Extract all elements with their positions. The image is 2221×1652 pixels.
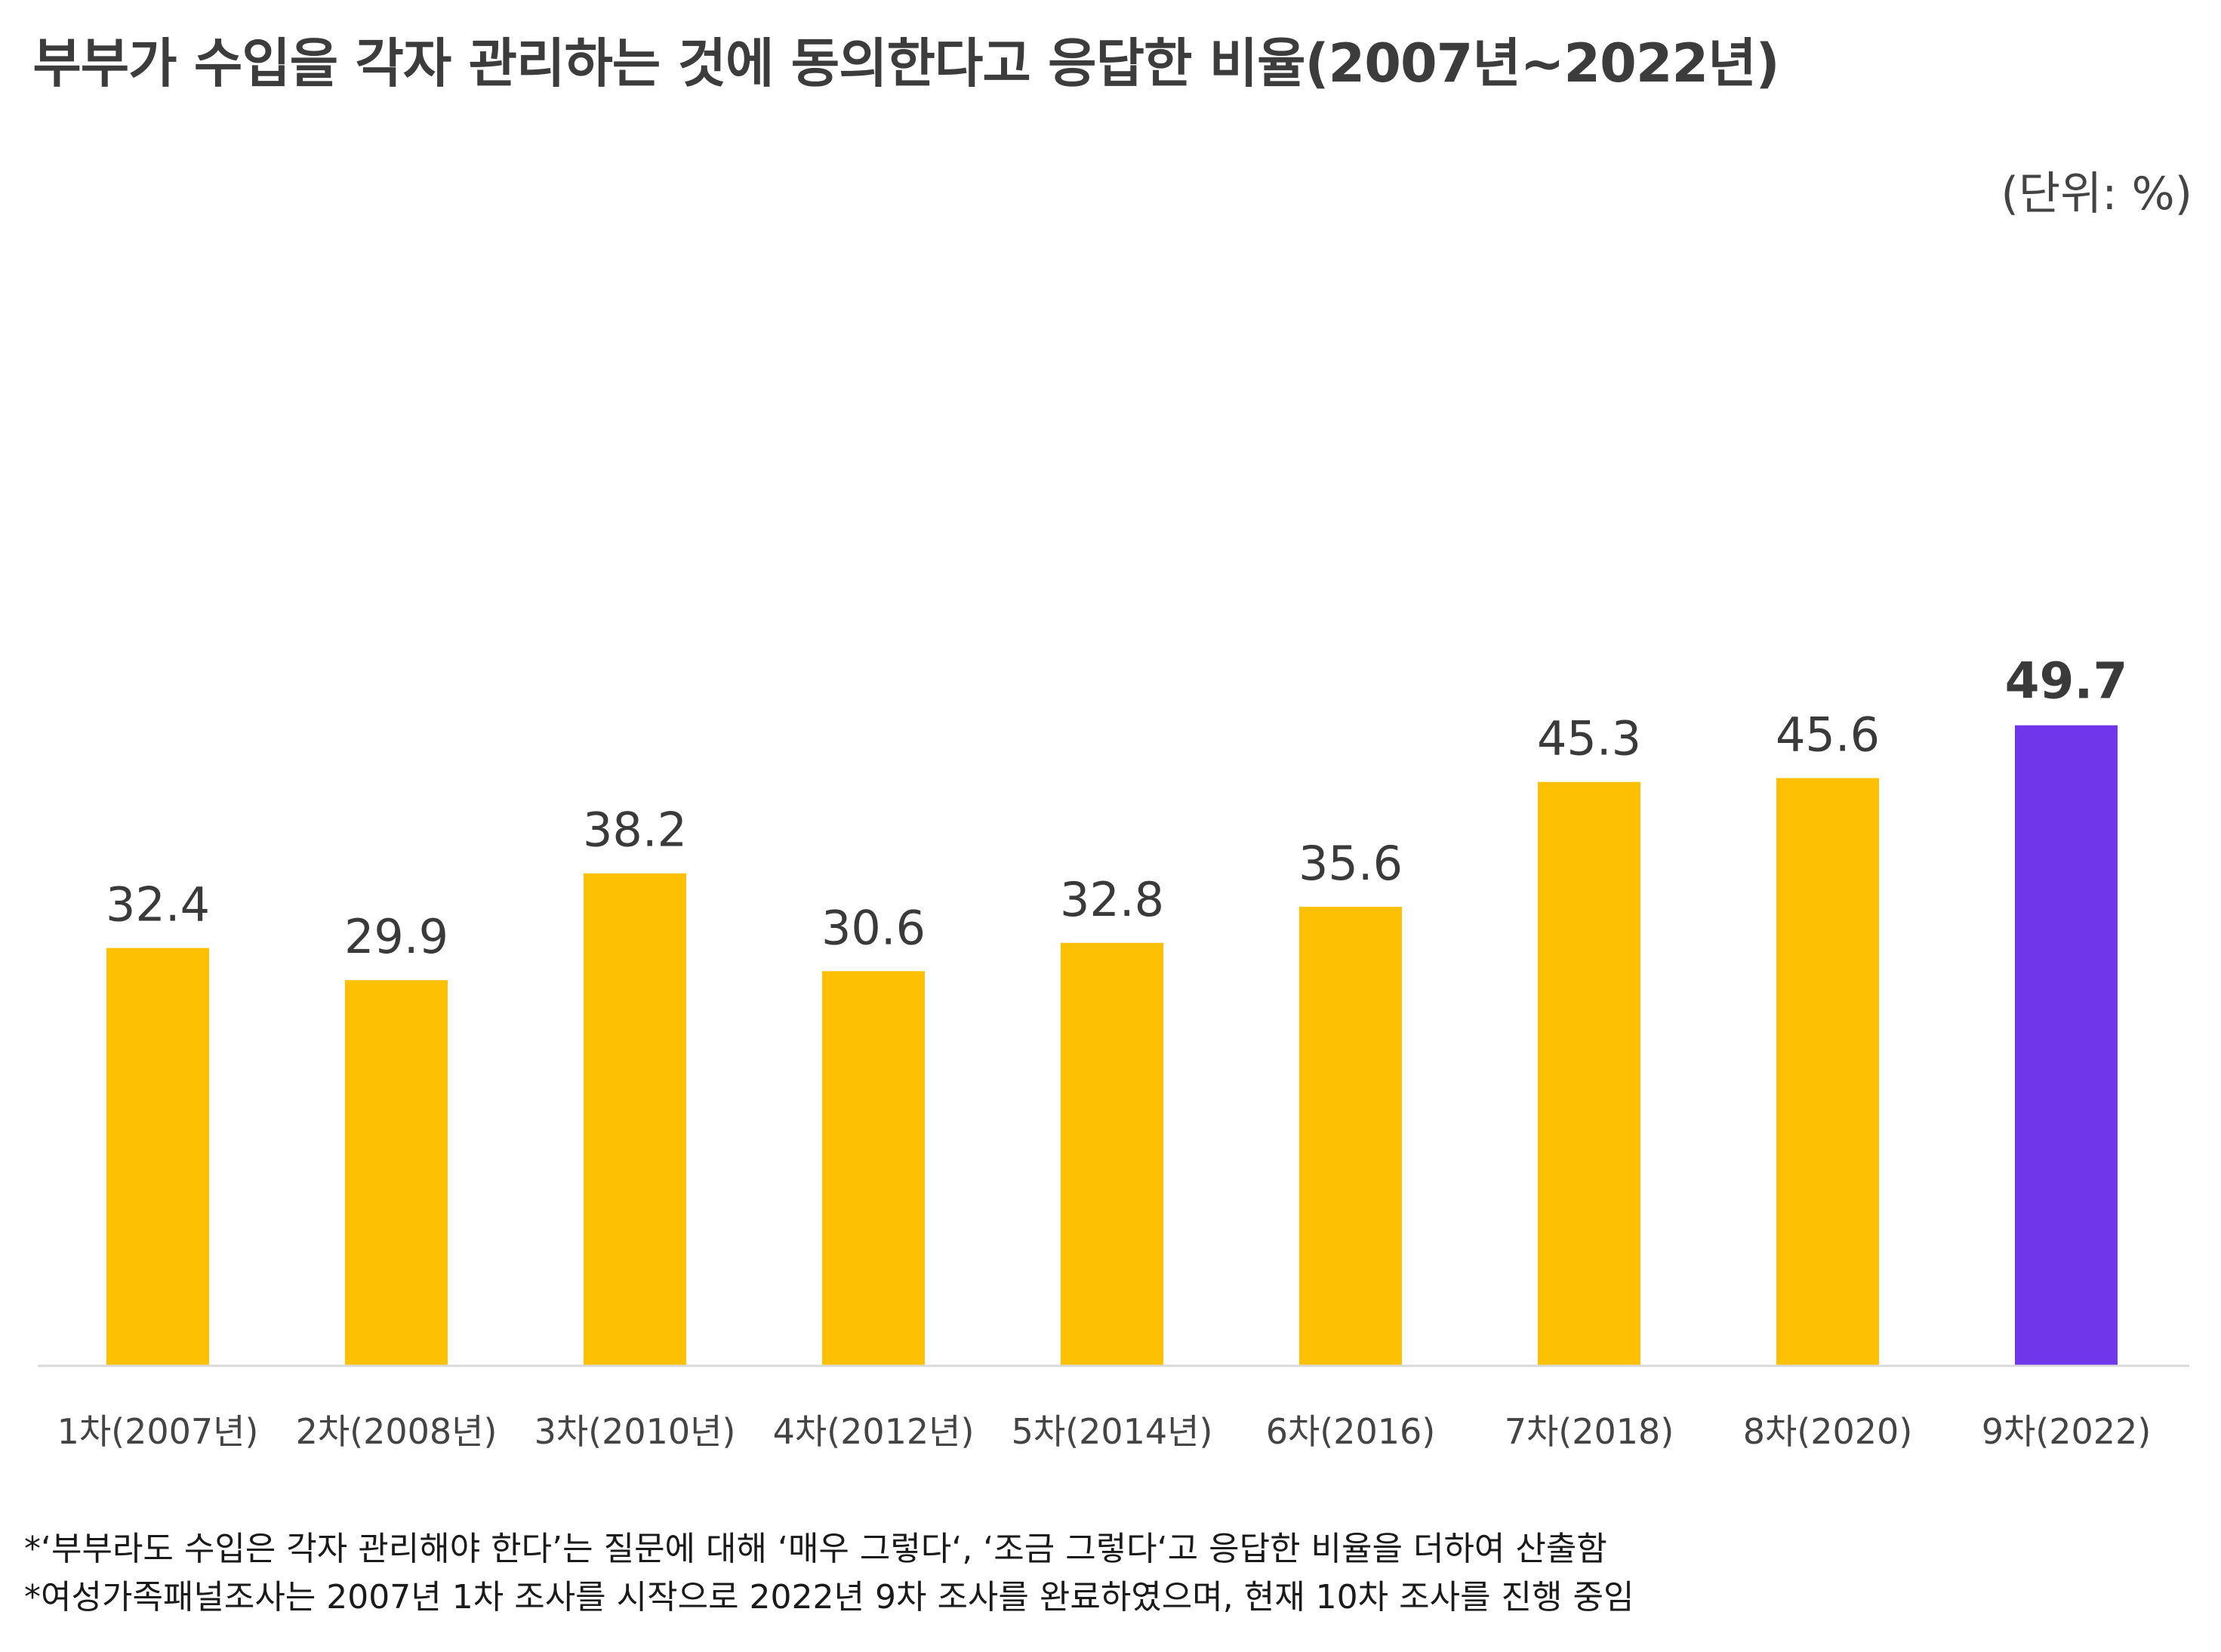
data-label-6: 35.6 xyxy=(1298,836,1403,891)
x-tick-label-5: 5차(2014년) xyxy=(1012,1411,1213,1452)
x-tick-label-6: 6차(2016) xyxy=(1266,1411,1436,1452)
bar-6 xyxy=(1299,907,1402,1365)
footnote-2: *여성가족패널조사는 2007년 1차 조사를 시작으로 2022년 9차 조사… xyxy=(24,1578,1634,1617)
footnotes: *‘부부라도 수입은 각자 관리해야 한다’는 질문에 대해 ‘매우 그렇다‘,… xyxy=(24,1525,1634,1622)
bar-7 xyxy=(1538,781,1640,1365)
data-label-5: 32.8 xyxy=(1060,872,1164,927)
x-tick-label-4: 4차(2012년) xyxy=(773,1411,975,1452)
bar-8 xyxy=(1776,778,1879,1365)
data-label-1: 32.4 xyxy=(106,877,210,932)
data-label-8: 45.6 xyxy=(1776,707,1880,763)
x-tick-label-1: 1차(2007년) xyxy=(57,1411,259,1452)
data-label-2: 29.9 xyxy=(344,909,448,964)
bar-chart: 32.4 1차(2007년) 29.9 2차(2008년) 38.2 3차(2010년) 3… xyxy=(38,652,2189,1452)
bar-3 xyxy=(584,873,686,1365)
bar-2 xyxy=(345,980,448,1365)
bar-4 xyxy=(822,971,925,1365)
x-tick-label-9: 9차(2022) xyxy=(1982,1411,2152,1452)
bar-1 xyxy=(106,948,209,1365)
x-tick-label-8: 8차(2020) xyxy=(1743,1411,1913,1452)
data-label-9: 49.7 xyxy=(2005,652,2128,710)
footnote-1: *‘부부라도 수입은 각자 관리해야 한다’는 질문에 대해 ‘매우 그렇다‘,… xyxy=(24,1530,1607,1568)
bar-5 xyxy=(1061,942,1163,1365)
unit-label: (단위: %) xyxy=(2001,168,2192,220)
bar-9 xyxy=(2015,725,2118,1365)
x-tick-label-3: 3차(2010년) xyxy=(534,1411,736,1452)
chart-title: 부부가 수입을 각자 관리하는 것에 동의한다고 응답한 비율(2007년~20… xyxy=(32,32,1779,94)
x-tick-label-7: 7차(2018) xyxy=(1505,1411,1674,1452)
data-label-7: 45.3 xyxy=(1537,711,1641,766)
data-label-4: 30.6 xyxy=(821,900,926,955)
x-tick-label-2: 2차(2008년) xyxy=(296,1411,497,1452)
data-label-3: 38.2 xyxy=(583,803,687,858)
